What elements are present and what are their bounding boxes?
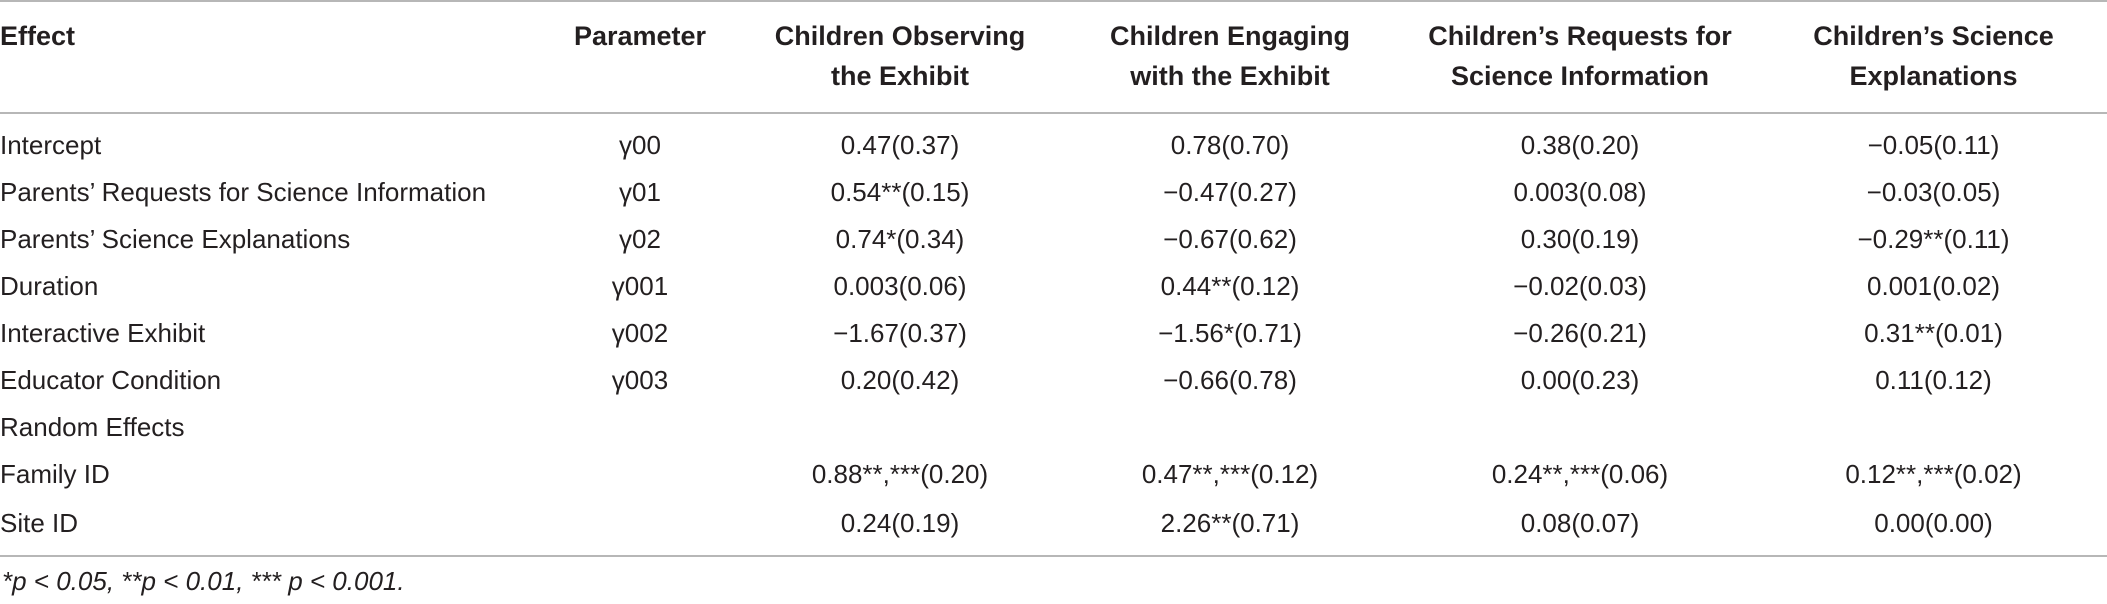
parameter-cell: γ003 bbox=[611, 365, 669, 395]
value-cell: 0.08(0.07) bbox=[1400, 498, 1760, 557]
value-cell bbox=[1060, 404, 1400, 451]
value-cell: 0.38(0.20) bbox=[1520, 130, 1640, 160]
header-children-explanations: Children’s Science Explanations bbox=[1760, 0, 2107, 114]
header-parameter: Parameter bbox=[540, 0, 740, 114]
row-label: Family ID bbox=[0, 459, 110, 489]
results-table: Effect Parameter Children Observing the … bbox=[0, 0, 2107, 557]
header-row: Effect Parameter Children Observing the … bbox=[0, 0, 2107, 114]
header-children-observing-line-1: Children Observing bbox=[774, 21, 1026, 51]
value-cell: 0.24**,***(0.06) bbox=[1491, 459, 1669, 489]
value-cell: 0.003(0.08) bbox=[1513, 177, 1647, 207]
table-row: Interactive Exhibit γ002 −1.67(0.37) −1.… bbox=[0, 310, 2107, 357]
value-cell: −1.67(0.37) bbox=[833, 318, 967, 348]
parameter-cell bbox=[540, 451, 740, 498]
value-cell: 2.26**(0.71) bbox=[1060, 498, 1400, 557]
value-cell: 0.44**(0.12) bbox=[1160, 271, 1300, 301]
row-label: Random Effects bbox=[0, 412, 185, 442]
table-row: Intercept γ00 0.47(0.37) 0.78(0.70) 0.38… bbox=[0, 113, 2107, 169]
value-cell: 0.78(0.70) bbox=[1170, 130, 1290, 160]
row-label: Educator Condition bbox=[0, 365, 222, 395]
table-row: Family ID 0.88**,***(0.20) 0.47**,***(0.… bbox=[0, 451, 2107, 498]
value-cell: 0.001(0.02) bbox=[1867, 271, 2000, 301]
value-cell: 0.30(0.19) bbox=[1520, 224, 1640, 254]
table-row: Random Effects bbox=[0, 404, 2107, 451]
row-label: Duration bbox=[0, 271, 99, 301]
header-children-engaging-line-2: with the Exhibit bbox=[1130, 61, 1330, 91]
header-effect: Effect bbox=[0, 0, 540, 114]
header-parameter-line-1: Parameter bbox=[573, 21, 707, 51]
value-cell: 0.00(0.23) bbox=[1520, 365, 1640, 395]
value-cell: 0.31**(0.01) bbox=[1864, 318, 2003, 348]
value-cell: 0.003(0.06) bbox=[833, 271, 967, 301]
parameter-cell: γ01 bbox=[619, 177, 661, 207]
parameter-cell bbox=[540, 498, 740, 557]
value-cell: −0.03(0.05) bbox=[1866, 177, 2001, 207]
value-cell: 0.00(0.00) bbox=[1760, 498, 2107, 557]
value-cell: −0.66(0.78) bbox=[1163, 365, 1297, 395]
table-row: Parents’ Requests for Science Informatio… bbox=[0, 169, 2107, 216]
value-cell: −1.56*(0.71) bbox=[1158, 318, 1302, 348]
row-label: Site ID bbox=[0, 498, 540, 557]
value-cell: 0.54**(0.15) bbox=[830, 177, 970, 207]
row-label: Parents’ Requests for Science Informatio… bbox=[0, 177, 487, 207]
header-children-requests-line-2: Science Information bbox=[1450, 61, 1710, 91]
value-cell bbox=[740, 404, 1060, 451]
header-children-observing-line-2: the Exhibit bbox=[830, 61, 969, 91]
parameter-cell: γ00 bbox=[619, 130, 661, 160]
value-cell: 0.11(0.12) bbox=[1875, 365, 1992, 395]
header-effect-line-1: Effect bbox=[0, 21, 76, 51]
value-cell: 0.47**,***(0.12) bbox=[1141, 459, 1319, 489]
value-cell bbox=[1760, 404, 2107, 451]
table-row: Duration γ001 0.003(0.06) 0.44**(0.12) −… bbox=[0, 263, 2107, 310]
results-table-container: Effect Parameter Children Observing the … bbox=[0, 0, 2107, 557]
value-cell: −0.26(0.21) bbox=[1513, 318, 1647, 348]
table-row: Site ID 0.24(0.19) 2.26**(0.71) 0.08(0.0… bbox=[0, 498, 2107, 557]
header-children-observing: Children Observing the Exhibit bbox=[740, 0, 1060, 114]
table-row: Parents’ Science Explanations γ02 0.74*(… bbox=[0, 216, 2107, 263]
row-label: Interactive Exhibit bbox=[0, 318, 206, 348]
value-cell: −0.02(0.03) bbox=[1513, 271, 1647, 301]
value-cell: 0.47(0.37) bbox=[840, 130, 960, 160]
row-label: Parents’ Science Explanations bbox=[0, 224, 351, 254]
parameter-cell: γ002 bbox=[611, 318, 669, 348]
parameter-cell: γ02 bbox=[619, 224, 661, 254]
value-cell: 0.88**,***(0.20) bbox=[811, 459, 989, 489]
header-children-engaging: Children Engaging with the Exhibit bbox=[1060, 0, 1400, 114]
header-children-requests-line-1: Children’s Requests for bbox=[1428, 21, 1732, 51]
value-cell bbox=[1400, 404, 1760, 451]
header-children-explanations-line-1: Children’s Science bbox=[1813, 21, 2054, 51]
header-children-explanations-line-2: Explanations bbox=[1849, 61, 2018, 91]
row-label: Intercept bbox=[0, 130, 102, 160]
table-row: Educator Condition γ003 0.20(0.42) −0.66… bbox=[0, 357, 2107, 404]
value-cell: 0.74*(0.34) bbox=[835, 224, 965, 254]
header-children-requests: Children’s Requests for Science Informat… bbox=[1400, 0, 1760, 114]
value-cell: −0.05(0.11) bbox=[1867, 130, 2000, 160]
value-cell: −0.29**(0.11) bbox=[1857, 224, 2010, 254]
value-cell: 0.24(0.19) bbox=[740, 498, 1060, 557]
parameter-cell: γ001 bbox=[611, 271, 669, 301]
value-cell: 0.20(0.42) bbox=[840, 365, 960, 395]
value-cell: −0.47(0.27) bbox=[1163, 177, 1297, 207]
value-cell: −0.67(0.62) bbox=[1163, 224, 1297, 254]
value-cell: 0.12**,***(0.02) bbox=[1845, 459, 2022, 489]
parameter-cell bbox=[540, 404, 740, 451]
header-children-engaging-line-1: Children Engaging bbox=[1110, 21, 1350, 51]
table-footnote: *p < 0.05, **p < 0.01, *** p < 0.001. bbox=[2, 566, 405, 596]
